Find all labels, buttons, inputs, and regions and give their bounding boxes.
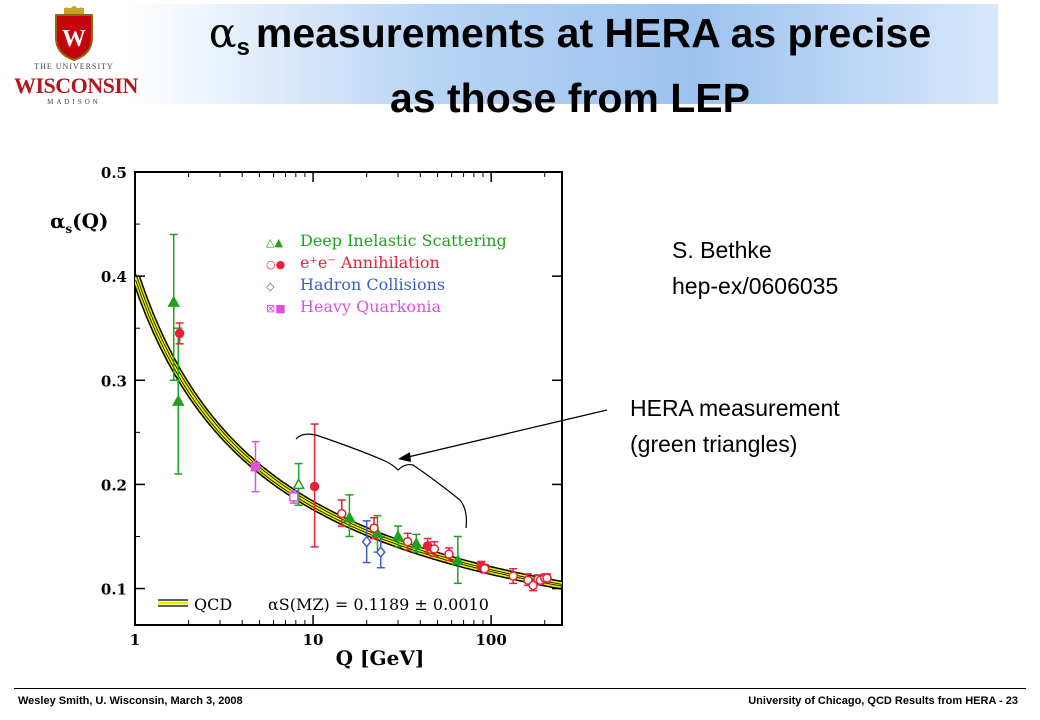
legend-label: Heavy Quarkonia bbox=[300, 297, 441, 316]
ee-point bbox=[402, 536, 413, 547]
x-tick-label: 10 bbox=[303, 631, 324, 649]
hera-bracket bbox=[295, 433, 467, 529]
legend-label: e⁺e⁻ Annihilation bbox=[300, 253, 440, 272]
alpha-s-chart: 0.1 0.2 0.3 0.4 0.5 1 10 100 △▲ Deep Inelastic S… bbox=[50, 164, 563, 670]
footer-divider bbox=[14, 688, 1026, 689]
logo-the-university: THE UNIVERSITY bbox=[34, 62, 114, 71]
slide-title: αs measurements at HERA as precise as tho… bbox=[140, 8, 1000, 123]
reference-author: S. Bethke bbox=[672, 237, 772, 263]
x-tick-label: 100 bbox=[475, 631, 506, 649]
y-label-rest: (Q) bbox=[72, 209, 108, 233]
ee-point bbox=[309, 481, 320, 492]
shield-letter: W bbox=[62, 26, 86, 52]
dis-point bbox=[172, 394, 185, 406]
title-banner bbox=[128, 4, 998, 104]
dis-point bbox=[343, 511, 356, 523]
ee-point bbox=[444, 549, 454, 559]
alpha-mz-label: αS(MZ) = 0.1189 ± 0.0010 bbox=[268, 595, 489, 614]
qcd-band-fill bbox=[135, 275, 562, 589]
hera-annotation-line-2: (green triangles) bbox=[630, 431, 798, 457]
hera-annotation: HERA measurement (green triangles) bbox=[630, 390, 840, 462]
reference: S. Bethke hep-ex/0606035 bbox=[672, 232, 838, 304]
arrow-head bbox=[398, 452, 411, 462]
y-label-alpha: α bbox=[50, 209, 65, 233]
plot-frame bbox=[134, 171, 563, 626]
ee-point bbox=[479, 564, 490, 574]
footer-author: Wesley Smith, U. Wisconsin, March 3, 200… bbox=[18, 695, 243, 707]
crest-icon: W bbox=[55, 6, 93, 62]
ee-point bbox=[429, 544, 440, 554]
x-tick-label: 1 bbox=[130, 631, 140, 649]
quarkonia-point bbox=[289, 492, 299, 502]
y-tick-label: 0.4 bbox=[101, 268, 127, 286]
legend-symbol: ○● bbox=[266, 258, 285, 271]
dis-point bbox=[371, 526, 384, 539]
quarkonia-point bbox=[250, 461, 261, 472]
legend-symbol: ◇ bbox=[266, 280, 275, 293]
y-tick-label: 0.3 bbox=[101, 372, 127, 390]
title-line-1: αs measurements at HERA as precise bbox=[140, 8, 1000, 73]
dis-point bbox=[391, 529, 405, 542]
x-axis-label: Q [GeV] bbox=[336, 646, 425, 670]
y-tick-label: 0.2 bbox=[101, 476, 127, 494]
logo-madison: MADISON bbox=[47, 98, 101, 106]
ee-point bbox=[174, 328, 185, 339]
data-markers bbox=[167, 295, 552, 591]
qcd-legend-label: QCD bbox=[194, 595, 232, 614]
title-subscript: s bbox=[236, 34, 250, 61]
ee-point bbox=[508, 571, 518, 581]
dis-point bbox=[410, 537, 423, 549]
reference-arxiv: hep-ex/0606035 bbox=[672, 273, 839, 299]
y-label-sub: s bbox=[65, 222, 72, 236]
y-axis-label: αs(Q) bbox=[50, 209, 109, 236]
ee-point bbox=[542, 573, 552, 583]
dis-point bbox=[451, 553, 465, 566]
footer-talk: University of Chicago, QCD Results from … bbox=[748, 695, 1018, 707]
qcd-band-lower bbox=[135, 279, 562, 587]
dis-point bbox=[292, 477, 305, 490]
hera-annotation-line-1: HERA measurement bbox=[630, 395, 840, 421]
legend-label: Hadron Collisions bbox=[300, 275, 445, 294]
y-tick-label: 0.1 bbox=[101, 581, 127, 599]
axis-ticks: 0.1 0.2 0.3 0.4 0.5 1 10 100 bbox=[101, 164, 562, 649]
legend-symbol: △▲ bbox=[266, 236, 283, 249]
ee-point bbox=[337, 508, 347, 519]
ee-point bbox=[528, 580, 538, 591]
legend-symbol: ⊠■ bbox=[266, 302, 286, 315]
dis-point bbox=[167, 295, 181, 307]
university-logo: W THE UNIVERSITY WISCONSIN MADISON bbox=[14, 6, 138, 112]
bracket-line bbox=[295, 433, 467, 529]
hadron-point bbox=[361, 535, 372, 548]
ee-point bbox=[369, 523, 379, 533]
y-tick-label: 0.5 bbox=[101, 164, 127, 182]
legend: △▲ Deep Inelastic Scattering ○● e⁺e⁻ Annihi… bbox=[266, 231, 507, 316]
logo-wisconsin: WISCONSIN bbox=[14, 73, 138, 98]
title-line-2: as those from LEP bbox=[390, 75, 750, 121]
qcd-band bbox=[135, 272, 562, 590]
arrow-line bbox=[407, 409, 608, 458]
title-text-1: measurements at HERA as precise bbox=[255, 10, 932, 56]
title-alpha: α bbox=[208, 9, 237, 57]
hadron-point bbox=[375, 545, 386, 559]
qcd-legend: QCD αS(MZ) = 0.1189 ± 0.0010 bbox=[158, 595, 489, 614]
legend-label: Deep Inelastic Scattering bbox=[300, 231, 507, 250]
